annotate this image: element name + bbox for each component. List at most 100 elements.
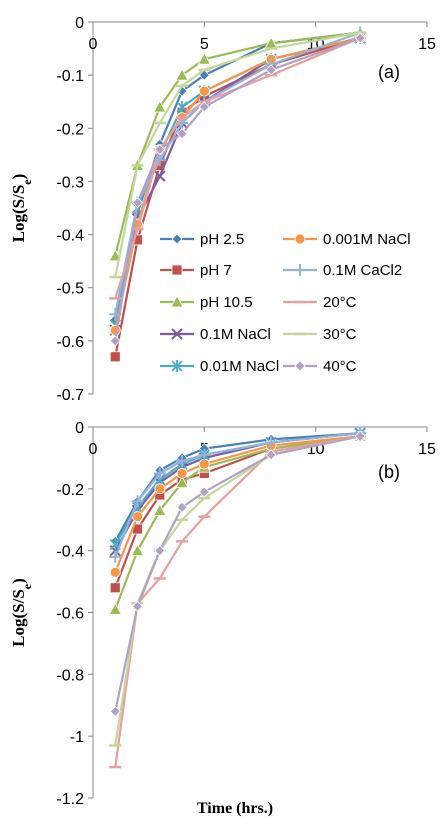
series-30c (109, 31, 367, 279)
y-tick-label: -0.2 (56, 121, 84, 138)
y-tick-label: -0.3 (56, 174, 84, 191)
legend-item-0-1m-cacl2: 0.1M CaCl2 (283, 262, 402, 279)
legend-item-ph-7: pH 7 (160, 262, 232, 279)
data-point-0-1m-nacl (154, 170, 166, 182)
y-axis-title: Log(S/Se) (9, 578, 34, 647)
series-20c (109, 36, 367, 300)
data-point-40c (154, 143, 166, 156)
y-axis-title: Log(S/Se) (9, 174, 34, 243)
data-point-40c (109, 705, 121, 717)
data-point-40c (265, 64, 277, 76)
legend-label: 0.1M NaCl (200, 326, 271, 343)
data-point-ph-7 (109, 351, 121, 363)
panel-label: (b) (378, 462, 400, 482)
legend-label: pH 2.5 (200, 231, 244, 248)
legend-marker (171, 264, 183, 276)
legend-label: pH 10.5 (200, 294, 253, 311)
data-point-40c (198, 486, 210, 498)
y-axis-title-subscript: e (20, 179, 34, 185)
data-point-40c (131, 197, 144, 209)
y-axis-title-close: ) (9, 578, 28, 584)
legend-label: 0.1M CaCl2 (323, 262, 402, 279)
data-point-0-001m-nacl (176, 467, 188, 479)
y-axis-title-close: ) (9, 174, 28, 180)
y-tick-label: -1 (70, 729, 84, 746)
y-tick-label: -1.2 (56, 791, 84, 808)
series-0-001m-nacl (109, 430, 366, 578)
legend-item-0-1m-nacl: 0.1M NaCl (160, 326, 271, 343)
y-axis-title-main: Log(S/S (9, 185, 28, 243)
data-point-0-001m-nacl (132, 511, 143, 523)
legend-label: 30°C (323, 326, 357, 343)
data-point-40c (354, 430, 366, 442)
data-point-40c (176, 501, 188, 513)
series-line-0-001m-nacl (114, 36, 361, 331)
series-ph-10-5 (108, 429, 367, 615)
data-point-0-001m-nacl (109, 566, 121, 578)
data-point-0-1m-cacl2 (131, 495, 144, 508)
legend-label: 40°C (323, 358, 357, 375)
legend-item-0-001m-nacl: 0.001M NaCl (283, 231, 411, 248)
legend-marker (294, 264, 306, 276)
legend-label: 0.001M NaCl (323, 231, 411, 248)
data-point-ph-10-5 (175, 475, 189, 489)
y-tick-label: -0.6 (56, 606, 84, 623)
chart-panel-b: 0-0.2-0.4-0.6-0.8-1-1.2051015Log(S/Se)(b… (9, 420, 436, 817)
data-point-0-1m-cacl2 (176, 455, 189, 468)
legend-marker (170, 295, 184, 308)
data-point-0-001m-nacl (198, 85, 210, 97)
legend-item-ph-2-5: pH 2.5 (160, 231, 244, 248)
panel-label: (a) (378, 62, 400, 82)
data-point-ph-10-5 (197, 52, 212, 65)
legend-item-0-01m-nacl: 0.01M NaCl (160, 358, 279, 375)
chart-panel-a: 0-0.1-0.2-0.3-0.4-0.5-0.6-0.70 5 10 15Log(S… (9, 15, 436, 404)
data-point-40c (109, 335, 121, 347)
data-point-ph-10-5 (130, 543, 145, 557)
x-tick-label: 5 (200, 36, 209, 53)
y-tick-label: -0.4 (56, 544, 84, 561)
series-40c (109, 430, 366, 717)
legend-label: 0.01M NaCl (200, 358, 279, 375)
series-line-0-1m-nacl (114, 36, 361, 331)
legend-label: pH 7 (200, 262, 232, 279)
y-tick-label: 0 (75, 420, 84, 437)
legend-item-ph-10-5: pH 10.5 (160, 294, 253, 311)
x-axis-title: Time (hrs.) (197, 800, 273, 817)
legend-marker (171, 360, 183, 372)
series-line-20c (114, 435, 361, 768)
y-tick-label: -0.6 (56, 334, 84, 351)
y-tick-label: -0.5 (56, 281, 84, 298)
data-point-ph-10-5 (175, 68, 189, 81)
legend-item-20c: 20°C (283, 294, 357, 311)
data-point-ph-10-5 (153, 503, 167, 516)
legend-item-40c: 40°C (283, 358, 357, 375)
data-point-ph-10-5 (153, 100, 167, 113)
data-point-40c (198, 101, 210, 113)
series-40c (109, 32, 366, 347)
data-point-40c (154, 545, 166, 557)
y-tick-label: -0.2 (56, 482, 84, 499)
data-point-40c (354, 32, 366, 44)
x-tick-label: 15 (418, 36, 436, 53)
y-axis-title-main: Log(S/S (9, 589, 28, 647)
legend-label: 20°C (323, 294, 357, 311)
data-point-ph-10-5 (108, 602, 122, 615)
legend-marker (171, 328, 183, 340)
data-point-0-001m-nacl (109, 324, 121, 336)
y-tick-label: -0.4 (56, 228, 84, 245)
data-point-40c (176, 128, 188, 140)
legend-marker (171, 233, 183, 245)
legend: pH 2.5 pH 7 pH 10.5 0.1M NaCl 0.01M NaCl 0.00… (160, 231, 411, 375)
y-tick-label: 0 (75, 15, 84, 32)
y-axis-title-subscript: e (20, 583, 34, 589)
y-tick-label: -0.1 (56, 68, 84, 85)
legend-marker (294, 360, 306, 372)
data-point-0-01m-nacl (176, 101, 188, 114)
data-point-40c (265, 449, 277, 461)
legend-marker (294, 233, 306, 245)
data-point-0-1m-cacl2 (198, 448, 211, 461)
y-tick-label: -0.7 (56, 387, 84, 404)
x-tick-label: 15 (418, 441, 436, 458)
y-tick-label: -0.8 (56, 667, 84, 684)
